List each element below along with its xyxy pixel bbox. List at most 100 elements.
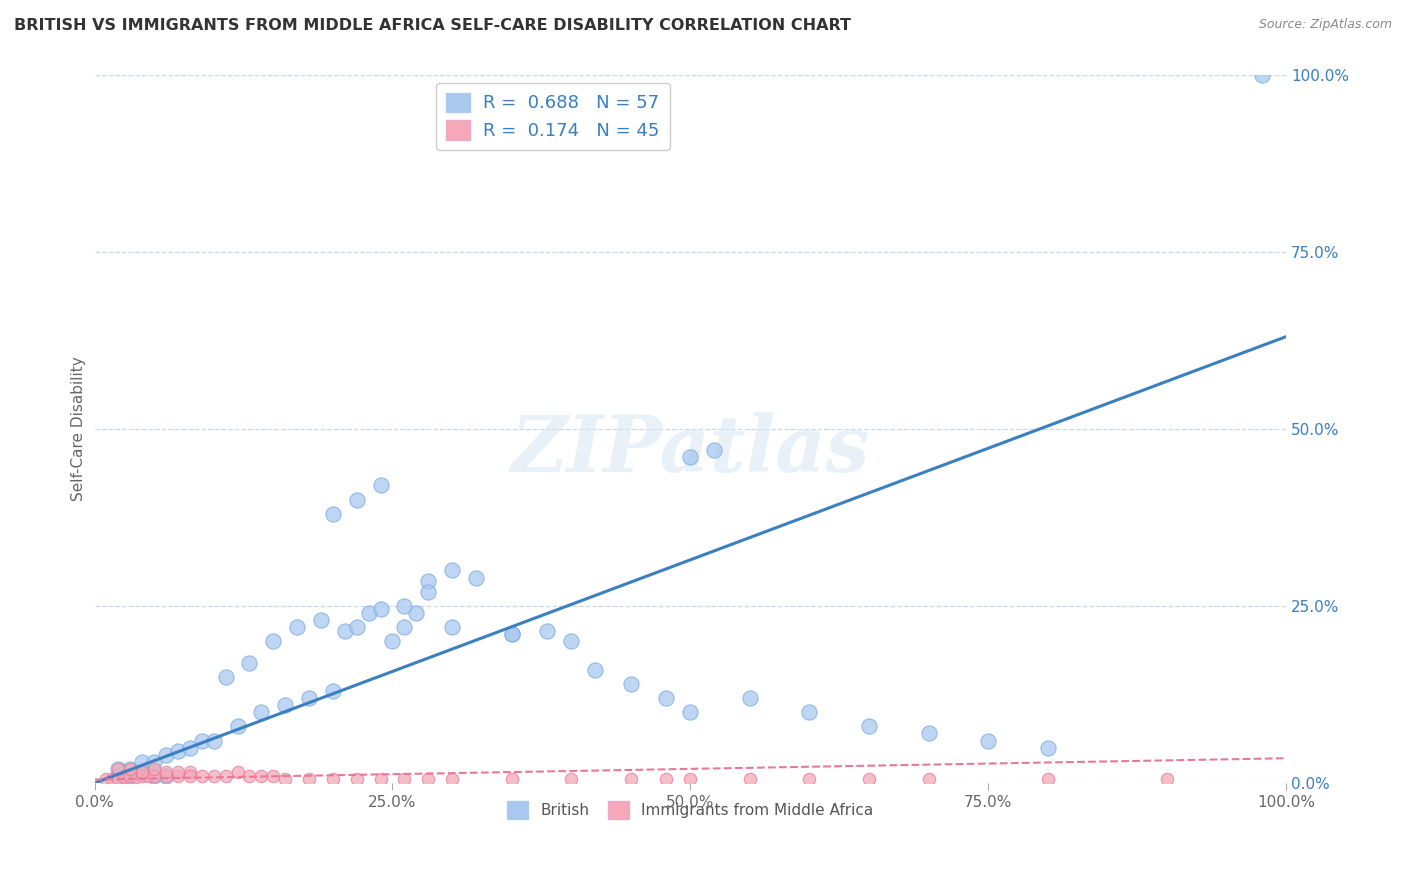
Point	[120, 769, 142, 783]
Point	[799, 705, 821, 719]
Point	[560, 772, 582, 787]
Point	[655, 772, 678, 787]
Point	[858, 719, 880, 733]
Legend: British, Immigrants from Middle Africa: British, Immigrants from Middle Africa	[501, 795, 880, 825]
Point	[226, 765, 249, 780]
Point	[285, 620, 308, 634]
Point	[322, 772, 344, 787]
Point	[101, 772, 124, 787]
Point	[394, 599, 416, 613]
Point	[143, 762, 166, 776]
Point	[155, 769, 177, 783]
Point	[370, 772, 392, 787]
Point	[250, 705, 273, 719]
Y-axis label: Self-Care Disability: Self-Care Disability	[72, 357, 86, 501]
Point	[464, 570, 486, 584]
Point	[405, 606, 427, 620]
Point	[370, 478, 392, 492]
Point	[179, 769, 201, 783]
Point	[155, 769, 177, 783]
Point	[655, 691, 678, 706]
Point	[214, 670, 236, 684]
Point	[191, 769, 214, 783]
Point	[322, 684, 344, 698]
Point	[1251, 68, 1274, 82]
Point	[250, 769, 273, 783]
Point	[381, 634, 404, 648]
Point	[1036, 772, 1059, 787]
Point	[394, 772, 416, 787]
Text: ZIPatlas: ZIPatlas	[510, 412, 870, 488]
Point	[167, 769, 190, 783]
Point	[238, 769, 260, 783]
Point	[738, 772, 761, 787]
Point	[131, 765, 153, 780]
Point	[155, 765, 177, 780]
Point	[131, 769, 153, 783]
Text: Source: ZipAtlas.com: Source: ZipAtlas.com	[1258, 18, 1392, 31]
Point	[136, 769, 159, 783]
Point	[143, 755, 166, 769]
Point	[226, 719, 249, 733]
Point	[620, 677, 643, 691]
Point	[131, 755, 153, 769]
Point	[274, 772, 297, 787]
Point	[917, 726, 939, 740]
Point	[977, 733, 1000, 747]
Point	[191, 733, 214, 747]
Point	[501, 772, 523, 787]
Point	[143, 769, 166, 783]
Point	[167, 744, 190, 758]
Point	[679, 772, 702, 787]
Point	[107, 769, 129, 783]
Point	[202, 733, 225, 747]
Point	[214, 769, 236, 783]
Point	[536, 624, 558, 638]
Point	[274, 698, 297, 712]
Point	[125, 770, 148, 784]
Point	[143, 769, 166, 783]
Point	[357, 606, 380, 620]
Point	[298, 772, 321, 787]
Point	[799, 772, 821, 787]
Point	[418, 584, 440, 599]
Point	[370, 602, 392, 616]
Point	[262, 634, 284, 648]
Point	[394, 620, 416, 634]
Point	[120, 769, 142, 783]
Point	[501, 627, 523, 641]
Point	[703, 443, 725, 458]
Point	[418, 772, 440, 787]
Point	[738, 691, 761, 706]
Point	[917, 772, 939, 787]
Point	[120, 762, 142, 776]
Point	[262, 769, 284, 783]
Point	[620, 772, 643, 787]
Point	[322, 507, 344, 521]
Point	[107, 762, 129, 776]
Point	[107, 772, 129, 787]
Point	[96, 772, 118, 787]
Point	[440, 564, 463, 578]
Point	[107, 762, 129, 776]
Point	[1036, 740, 1059, 755]
Point	[155, 747, 177, 762]
Point	[179, 740, 201, 755]
Point	[346, 620, 368, 634]
Text: BRITISH VS IMMIGRANTS FROM MIDDLE AFRICA SELF-CARE DISABILITY CORRELATION CHART: BRITISH VS IMMIGRANTS FROM MIDDLE AFRICA…	[14, 18, 851, 33]
Point	[112, 770, 135, 784]
Point	[167, 765, 190, 780]
Point	[298, 691, 321, 706]
Point	[440, 620, 463, 634]
Point	[583, 663, 606, 677]
Point	[202, 769, 225, 783]
Point	[309, 613, 332, 627]
Point	[858, 772, 880, 787]
Point	[333, 624, 356, 638]
Point	[346, 492, 368, 507]
Point	[179, 765, 201, 780]
Point	[238, 656, 260, 670]
Point	[418, 574, 440, 588]
Point	[560, 634, 582, 648]
Point	[501, 627, 523, 641]
